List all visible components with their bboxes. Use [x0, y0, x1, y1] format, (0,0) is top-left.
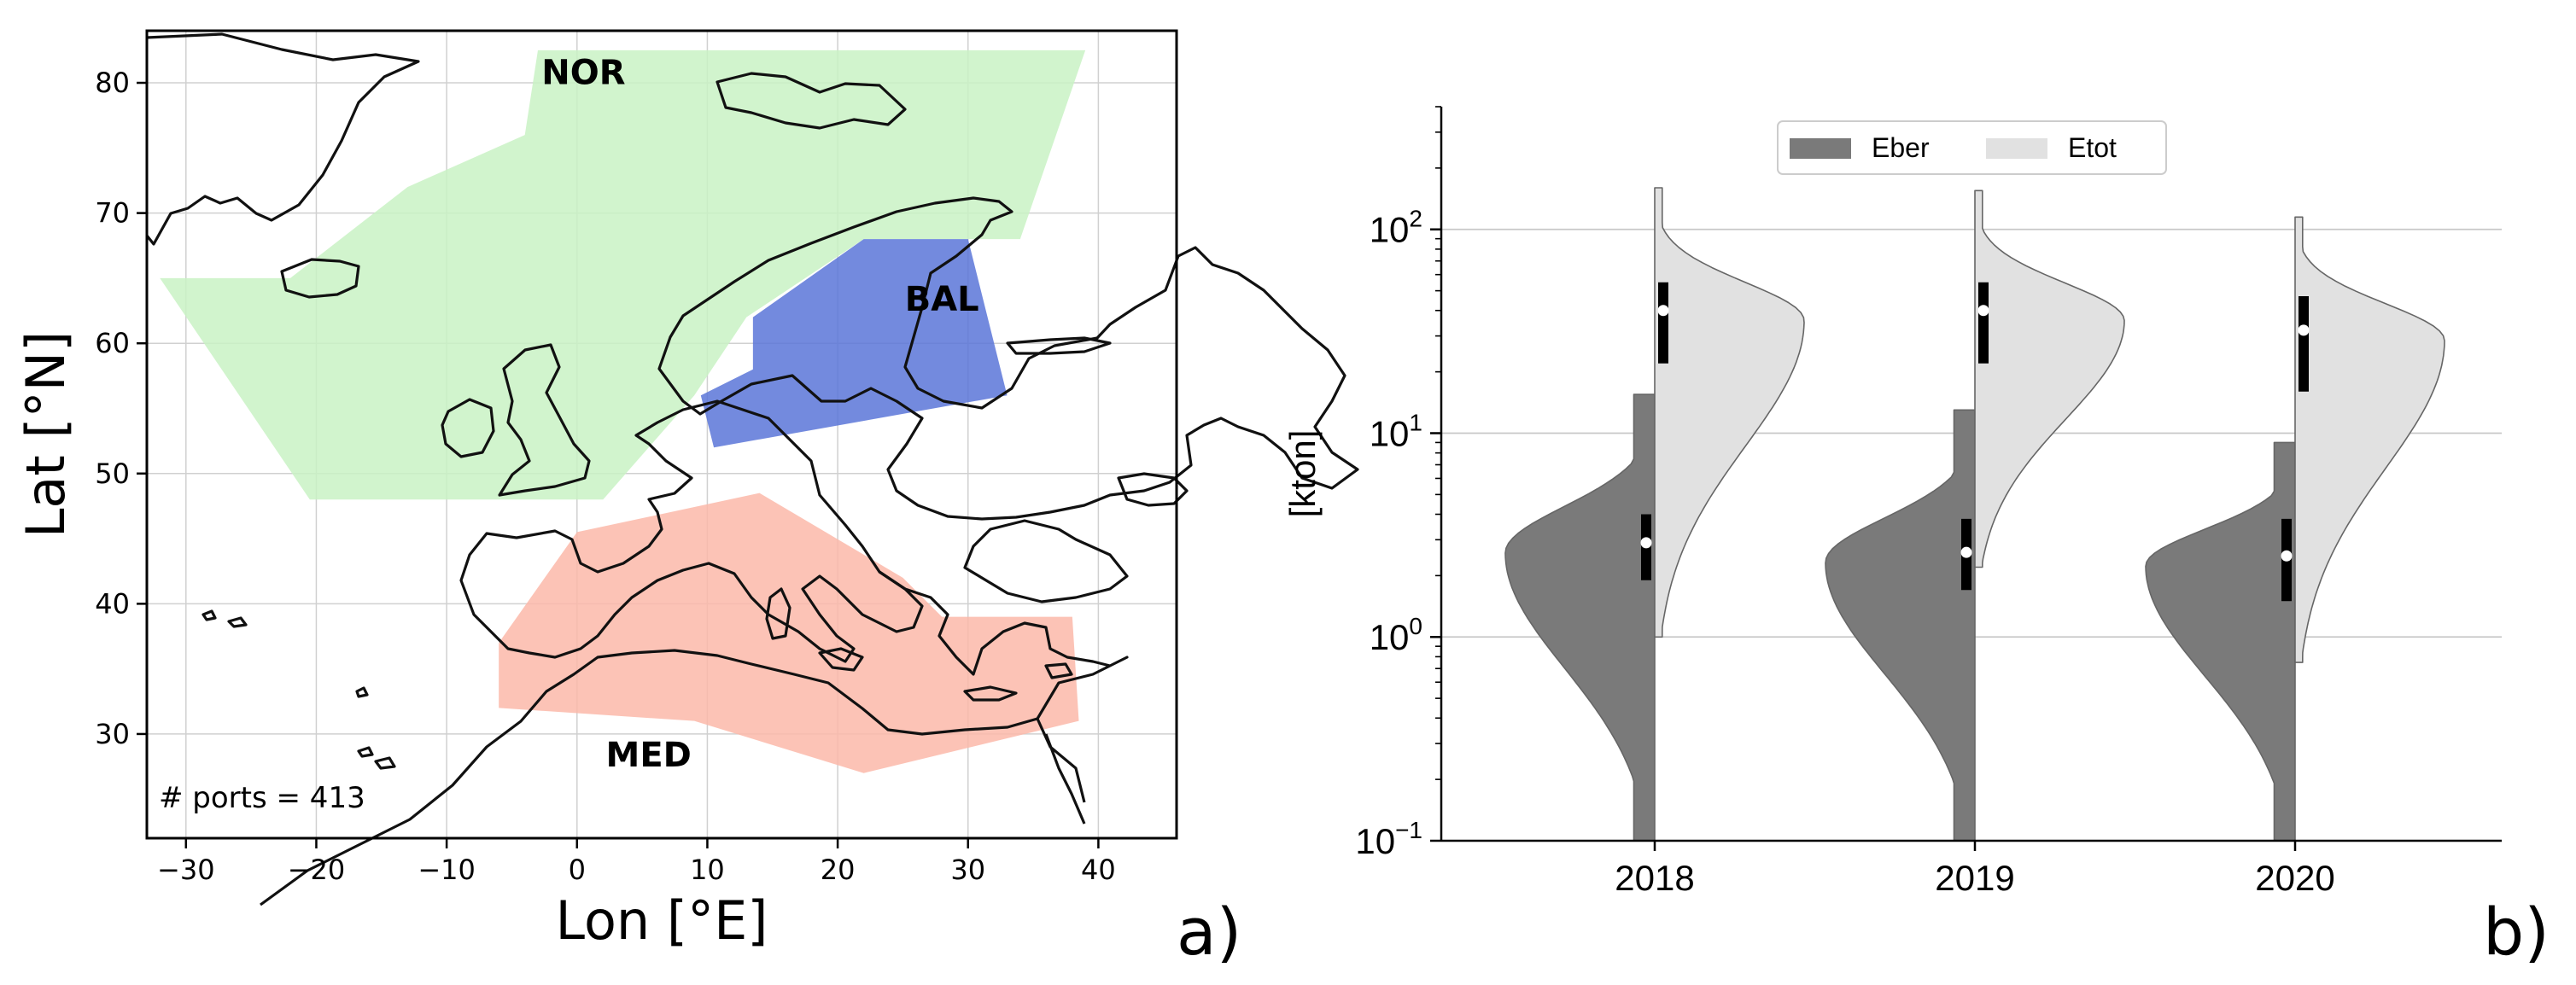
violin-y-axis-label: [kton] — [1282, 430, 1323, 518]
median-etot-2019 — [1977, 305, 1989, 317]
map-regions — [160, 50, 1086, 773]
median-etot-2018 — [1657, 305, 1669, 317]
panel-label-a: a) — [1177, 894, 1241, 970]
violin-eber-2020 — [2145, 441, 2296, 842]
map-x-tick-label: −10 — [418, 854, 476, 886]
map-y-tick-label: 30 — [95, 718, 130, 750]
violin-y-tick-label: 10−1 — [1355, 817, 1422, 861]
coastline-outlines — [145, 32, 1359, 906]
coastline-scandinavia — [657, 196, 1359, 521]
region-label-med: MED — [606, 736, 692, 775]
violin-eber-2019 — [1825, 409, 1976, 842]
coastline-sardinia — [765, 587, 791, 640]
coastline-crete — [963, 685, 1018, 702]
violin-x-tick-label: 2019 — [1935, 858, 2014, 898]
violin-etot-2020 — [2294, 216, 2445, 663]
map-y-tick-label: 80 — [95, 67, 130, 99]
coastline-ireland — [441, 398, 495, 458]
coastline-gulf-finland — [1006, 336, 1112, 355]
legend-swatch-etot — [1986, 138, 2047, 159]
map-y-tick-label: 50 — [95, 458, 130, 490]
coastline-great-britain — [498, 343, 591, 497]
coastline-balkans-turkey — [879, 570, 1129, 803]
violin-bodies — [1504, 187, 2445, 842]
median-etot-2020 — [2298, 324, 2310, 336]
map-panel: −30 −20 −10 0 10 20 30 40 30 40 50 60 70 80 NOR BAL MED… — [15, 29, 1359, 970]
coastline-greenland — [145, 32, 420, 246]
coastline-east-europe — [1117, 472, 1189, 507]
violin-etot-2019 — [1974, 189, 2125, 568]
coastline-black-sea — [963, 519, 1129, 603]
ports-annotation: # ports = 413 — [159, 781, 365, 815]
violin-boxes — [1640, 282, 2310, 602]
violin-etot-2018 — [1654, 187, 1805, 638]
map-x-tick-label: 20 — [821, 854, 856, 886]
region-label-bal: BAL — [905, 280, 979, 319]
region-med — [499, 492, 1079, 773]
coastline-north-africa — [260, 649, 1038, 906]
legend-label-etot: Etot — [2068, 132, 2117, 163]
region-nor — [160, 50, 1086, 500]
map-x-tick-label: −30 — [157, 854, 215, 886]
map-y-tick-label: 40 — [95, 587, 130, 620]
coastline-canaries — [355, 686, 396, 770]
legend: Eber Etot — [1777, 120, 2167, 175]
region-label-nor: NOR — [541, 54, 625, 93]
median-eber-2019 — [1960, 546, 1972, 558]
coastline-red-sea — [1044, 733, 1086, 825]
coastline-sicily — [818, 647, 864, 672]
map-frame — [145, 29, 1178, 840]
violin-x-tick-label: 2018 — [1615, 858, 1694, 898]
coastline-svalbard — [716, 72, 907, 130]
map-x-tick-label: −20 — [288, 854, 346, 886]
legend-box — [1777, 120, 2167, 175]
median-eber-2018 — [1640, 537, 1652, 549]
median-eber-2020 — [2281, 550, 2293, 562]
coastline-azores — [202, 609, 248, 628]
coastline-cyprus — [1044, 662, 1073, 679]
legend-label-eber: Eber — [1872, 132, 1930, 163]
map-y-axis-label: Lat [°N] — [15, 331, 77, 538]
map-ticks: −30 −20 −10 0 10 20 30 40 30 40 50 60 70 80 — [95, 67, 1115, 886]
violin-panel: 10−1 100 101 102 2018 2019 2020 Eber Etot [kton… — [1282, 106, 2550, 970]
violin-y-tick-label: 101 — [1370, 409, 1422, 453]
map-x-tick-label: 10 — [690, 854, 725, 886]
map-y-tick-label: 70 — [95, 197, 130, 230]
map-region-labels: NOR BAL MED — [541, 54, 978, 776]
violin-x-tick-label: 2020 — [2255, 858, 2334, 898]
violin-y-tick-label: 102 — [1370, 206, 1422, 250]
legend-swatch-eber — [1790, 138, 1851, 159]
violin-eber-2018 — [1504, 393, 1656, 842]
map-x-tick-label: 40 — [1081, 854, 1116, 886]
violin-y-tick-label: 100 — [1370, 613, 1422, 657]
coastline-iceland — [280, 258, 360, 299]
map-x-tick-label: 30 — [950, 854, 985, 886]
panel-label-b: b) — [2483, 894, 2550, 970]
map-x-tick-label: 0 — [569, 854, 586, 886]
violin-axes: 10−1 100 101 102 2018 2019 2020 — [1355, 106, 2502, 898]
map-y-tick-label: 60 — [95, 327, 130, 359]
map-x-axis-label: Lon [°E] — [556, 889, 768, 952]
